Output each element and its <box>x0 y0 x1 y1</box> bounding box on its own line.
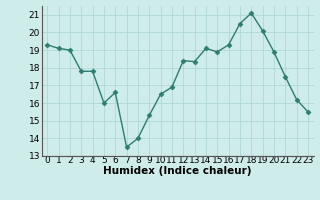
X-axis label: Humidex (Indice chaleur): Humidex (Indice chaleur) <box>103 166 252 176</box>
